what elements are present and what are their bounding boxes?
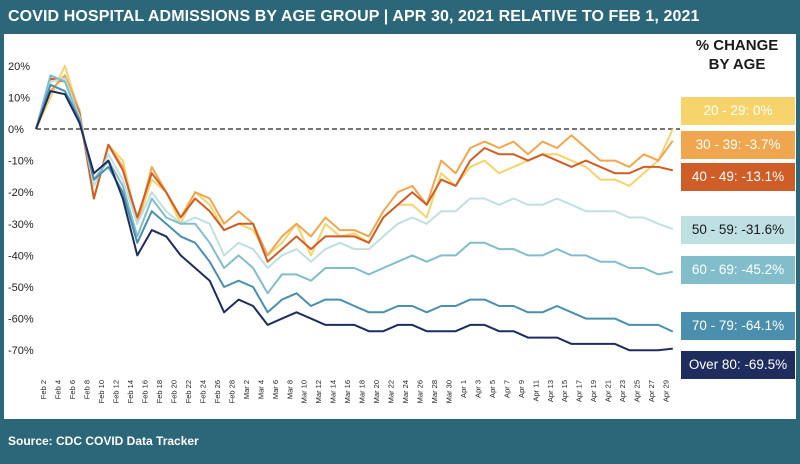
y-tick-label: -40% [8,250,34,262]
x-tick-label: Feb 12 [112,380,121,403]
x-tick-label: Feb 24 [198,380,207,403]
x-tick-label: Apr 3 [473,380,482,398]
x-tick-label: Apr 13 [546,380,555,402]
legend-item-50-59: 50 - 59: -31.6% [681,216,795,244]
x-tick-label: Mar 2 [242,380,251,399]
x-tick-label: Feb 28 [227,380,236,403]
y-tick-label: 0% [8,124,24,136]
x-tick-label: Mar 4 [256,380,265,399]
x-tick-label: Mar 28 [430,380,439,403]
legend-heading-line2: BY AGE [708,56,766,73]
x-tick-label: Feb 22 [184,380,193,403]
x-tick-label: Mar 20 [372,380,381,403]
x-tick-label: Mar 30 [444,380,453,403]
line-chart: 20% 10% 0% -10% -20% -30% -40% -50% -60% -70% Feb… [8,61,680,403]
y-tick-label: -50% [8,282,34,294]
x-tick-label: Apr 9 [517,380,526,398]
x-tick-label: Feb 18 [155,380,164,403]
x-tick-label: Feb 2 [39,380,48,399]
series-line-50-59 [35,77,674,269]
x-tick-label: Mar 8 [285,380,294,399]
y-tick-label: 20% [8,61,30,73]
x-tick-label: Mar 22 [387,380,396,403]
x-tick-label: Apr 27 [647,380,656,402]
x-tick-label: Mar 26 [416,380,425,403]
x-tick-label: Feb 14 [126,380,135,403]
legend-item-40-49: 40 - 49: -13.1% [681,163,795,191]
legend-item-30-39: 30 - 39: -3.7% [681,131,795,159]
chart-title: COVID HOSPITAL ADMISSIONS BY AGE GROUP |… [8,8,700,25]
left-frame [0,34,4,419]
x-tick-label: Mar 16 [343,380,352,403]
x-tick-label: Apr 7 [502,380,511,398]
y-tick-label: -70% [8,345,34,357]
x-tick-label: Feb 4 [54,380,63,399]
series-line-over80 [35,90,673,352]
y-axis-labels: 20% 10% 0% -10% -20% -30% -40% -50% -60% -70% [8,61,34,357]
series-line-70-79 [35,83,674,333]
series-line-40-49 [35,77,674,263]
x-tick-label: Feb 10 [97,380,106,403]
y-tick-label: -60% [8,314,34,326]
x-tick-label: Apr 1 [459,380,468,398]
x-tick-label: Feb 6 [68,380,77,399]
y-tick-label: 10% [8,92,30,104]
legend-heading-line1: % CHANGE [695,37,779,54]
x-tick-label: Apr 5 [488,380,497,398]
title-bar: COVID HOSPITAL ADMISSIONS BY AGE GROUP |… [0,0,800,34]
x-tick-label: Apr 19 [589,380,598,402]
legend-item-over-80: Over 80: -69.5% [681,351,795,379]
x-tick-label: Mar 6 [271,380,280,399]
x-tick-label: Apr 29 [662,380,671,402]
legend-item-60-69: 60 - 69: -45.2% [681,256,795,284]
x-tick-label: Feb 26 [213,380,222,403]
x-tick-label: Apr 17 [575,380,584,402]
x-tick-label: Mar 14 [329,380,338,403]
footer-bar: Source: CDC COVID Data Tracker [0,419,800,464]
legend-heading: % CHANGE BY AGE [680,36,794,74]
x-tick-label: Apr 11 [531,380,540,402]
x-tick-label: Apr 21 [604,380,613,402]
series-line-60-69 [35,74,673,295]
legend-item-20-29: 20 - 29: 0% [681,97,795,125]
series-lines [35,64,674,352]
x-tick-label: Apr 25 [633,380,642,402]
right-frame [796,34,800,419]
x-tick-label: Mar 10 [300,380,309,403]
x-tick-label: Feb 8 [83,380,92,399]
y-tick-label: -20% [8,187,34,199]
x-tick-label: Apr 15 [560,380,569,402]
x-axis-labels: Feb 2 Feb 4 Feb 6 Feb 8 Feb 10 Feb 12 Feb 14 Fe… [39,380,670,403]
y-tick-label: -10% [8,156,34,168]
x-tick-label: Mar 18 [358,380,367,403]
source-note: Source: CDC COVID Data Tracker [8,434,199,448]
x-tick-label: Mar 12 [314,380,323,403]
legend-item-70-79: 70 - 79: -64.1% [681,312,795,340]
x-tick-label: Mar 24 [401,380,410,403]
x-tick-label: Feb 16 [141,380,150,403]
series-line-20-29 [35,64,674,257]
y-tick-label: -30% [8,219,34,231]
x-tick-label: Feb 20 [169,380,178,403]
x-tick-label: Apr 23 [618,380,627,402]
